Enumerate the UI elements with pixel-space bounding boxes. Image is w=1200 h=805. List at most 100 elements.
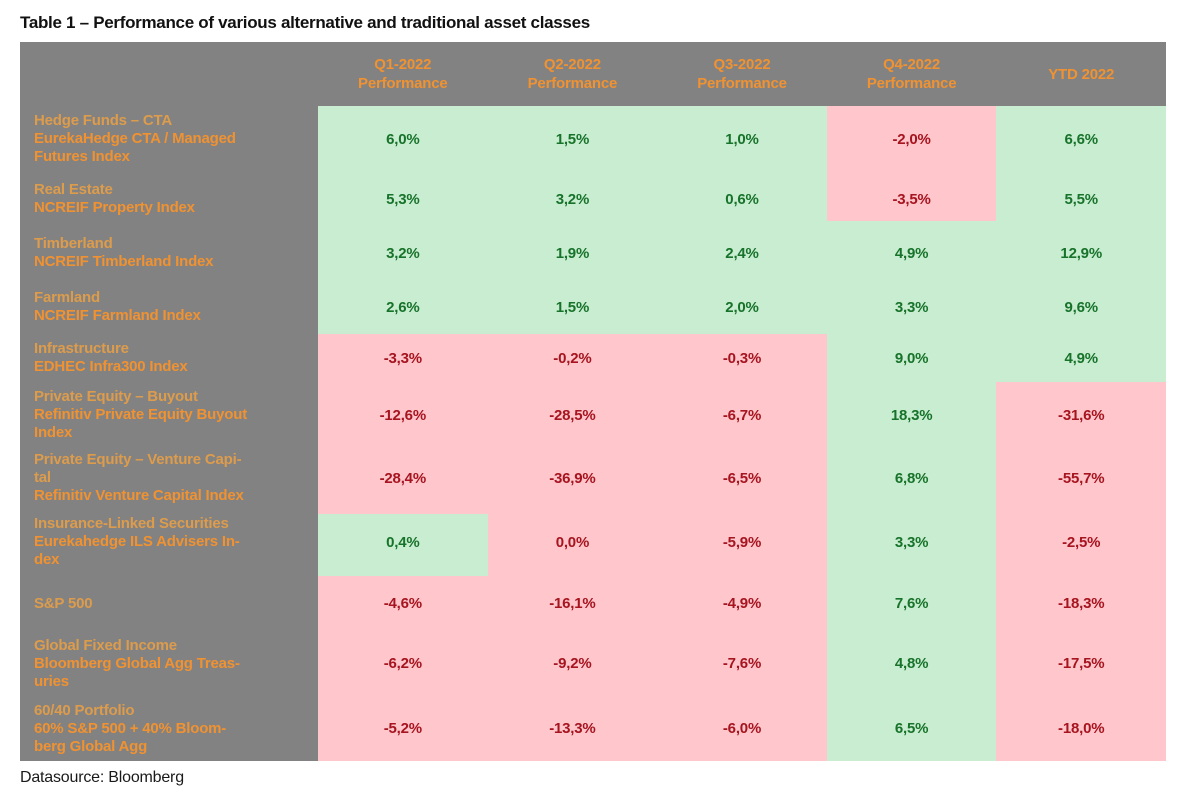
asset-class-name: Global Fixed Income [34, 636, 177, 654]
performance-cell: 1,5% [487, 106, 658, 172]
performance-cell: -6,5% [657, 448, 827, 508]
asset-row: Hedge Funds – CTA EurekaHedge CTA / Manag… [20, 106, 1166, 172]
performance-cell: -6,7% [657, 382, 827, 448]
performance-cell: -7,6% [657, 631, 827, 696]
column-header-q1: Q1-2022 Performance [318, 42, 488, 106]
asset-class-name: Hedge Funds – CTA [34, 112, 172, 129]
performance-cell: 2,0% [657, 280, 827, 334]
column-header-q3: Q3-2022 Performance [657, 42, 827, 106]
asset-label: Global Fixed Income Bloomberg Global Agg … [20, 631, 318, 696]
performance-cell: -31,6% [996, 382, 1166, 448]
performance-cell: 9,0% [826, 334, 997, 382]
asset-label: Hedge Funds – CTA EurekaHedge CTA / Manag… [20, 106, 318, 172]
asset-row: Private Equity – Buyout Refinitiv Private… [20, 382, 1166, 448]
performance-cell: 1,0% [657, 106, 827, 172]
performance-cell: 5,3% [318, 172, 488, 226]
performance-cell: -13,3% [487, 696, 658, 761]
performance-cell: 7,6% [826, 576, 997, 631]
table-header-row: Q1-2022 Performance Q2-2022 Performance … [20, 42, 1166, 106]
performance-cell: -4,9% [657, 576, 827, 631]
performance-cell: 3,3% [826, 508, 997, 576]
asset-row: S&P 500 -4,6% -16,1% -4,9% 7,6% -18,3% [20, 576, 1166, 631]
datasource-note: Datasource: Bloomberg [20, 769, 184, 786]
performance-cell: 0,6% [657, 172, 827, 226]
asset-class-name: 60/40 Portfolio [34, 701, 135, 719]
header-corner-cell [20, 42, 318, 106]
table-body: Hedge Funds – CTA EurekaHedge CTA / Manag… [20, 106, 1166, 761]
asset-label: Infrastructure EDHEC Infra300 Index [20, 334, 318, 382]
performance-cell: 5,5% [996, 172, 1166, 226]
asset-class-name: Insurance-Linked Securities [34, 515, 229, 532]
asset-class-name: Farmland [34, 289, 100, 306]
performance-cell: -4,6% [318, 576, 488, 631]
performance-cell: 4,8% [826, 631, 997, 696]
performance-cell: 1,9% [487, 226, 658, 280]
column-header-q2: Q2-2022 Performance [487, 42, 658, 106]
performance-cell: 6,8% [826, 448, 997, 508]
performance-table: Q1-2022 Performance Q2-2022 Performance … [20, 42, 1166, 761]
performance-cell: 6,6% [996, 106, 1166, 172]
performance-cell: 18,3% [826, 382, 997, 448]
asset-index-name: NCREIF Property Index [34, 199, 195, 216]
performance-cell: 6,0% [318, 106, 488, 172]
performance-cell: -16,1% [487, 576, 658, 631]
performance-cell: 2,6% [318, 280, 488, 334]
performance-cell: -6,2% [318, 631, 488, 696]
asset-label: Timberland NCREIF Timberland Index [20, 226, 318, 280]
performance-cell: 2,4% [657, 226, 827, 280]
asset-index-name: NCREIF Farmland Index [34, 307, 201, 324]
performance-cell: -28,4% [318, 448, 488, 508]
performance-cell: -2,5% [996, 508, 1166, 576]
asset-class-name: S&P 500 [34, 594, 93, 612]
asset-index-name: EurekaHedge CTA / Managed Futures Index [34, 130, 236, 165]
performance-cell: -18,0% [996, 696, 1166, 761]
asset-row: Farmland NCREIF Farmland Index 2,6% 1,5% 2,0… [20, 280, 1166, 334]
asset-row: Infrastructure EDHEC Infra300 Index -3,3% -… [20, 334, 1166, 382]
performance-cell: -9,2% [487, 631, 658, 696]
asset-label: S&P 500 [20, 576, 318, 631]
performance-cell: -55,7% [996, 448, 1166, 508]
table-title: Table 1 – Performance of various alterna… [20, 13, 590, 32]
asset-label: Farmland NCREIF Farmland Index [20, 280, 318, 334]
asset-index-name: Refinitiv Private Equity Buyout Index [34, 406, 247, 441]
performance-cell: 1,5% [487, 280, 658, 334]
asset-row: 60/40 Portfolio 60% S&P 500 + 40% Bloom- … [20, 696, 1166, 761]
performance-cell: -6,0% [657, 696, 827, 761]
performance-cell: -17,5% [996, 631, 1166, 696]
performance-cell: 0,4% [318, 508, 488, 576]
performance-cell: 3,2% [318, 226, 488, 280]
asset-row: Timberland NCREIF Timberland Index 3,2% 1,9… [20, 226, 1166, 280]
asset-label: Private Equity – Buyout Refinitiv Private… [20, 382, 318, 448]
asset-class-name: Private Equity – Venture Capi- tal [34, 451, 242, 486]
asset-row: Insurance-Linked Securities Eurekahedge I… [20, 508, 1166, 576]
asset-class-name: Private Equity – Buyout [34, 388, 198, 405]
performance-cell: 6,5% [826, 696, 997, 761]
performance-cell: 0,0% [487, 508, 658, 576]
performance-cell: 3,2% [487, 172, 658, 226]
performance-cell: -3,3% [318, 334, 488, 382]
asset-row: Private Equity – Venture Capi- tal Refini… [20, 448, 1166, 508]
performance-cell: 12,9% [996, 226, 1166, 280]
performance-cell: -12,6% [318, 382, 488, 448]
asset-index-name: NCREIF Timberland Index [34, 253, 214, 270]
asset-index-name: Refinitiv Venture Capital Index [34, 487, 244, 504]
asset-label: Private Equity – Venture Capi- tal Refini… [20, 448, 318, 508]
asset-index-name: 60% S&P 500 + 40% Bloom- berg Global Agg [34, 719, 227, 755]
column-header-q4: Q4-2022 Performance [826, 42, 997, 106]
performance-cell: -18,3% [996, 576, 1166, 631]
asset-label: 60/40 Portfolio 60% S&P 500 + 40% Bloom- … [20, 696, 318, 761]
performance-cell: -36,9% [487, 448, 658, 508]
performance-cell: 3,3% [826, 280, 997, 334]
asset-index-name: EDHEC Infra300 Index [34, 358, 188, 375]
asset-label: Insurance-Linked Securities Eurekahedge I… [20, 508, 318, 576]
asset-class-name: Timberland [34, 235, 113, 252]
asset-class-name: Real Estate [34, 181, 113, 198]
performance-cell: 4,9% [996, 334, 1166, 382]
performance-cell: 9,6% [996, 280, 1166, 334]
asset-label: Real Estate NCREIF Property Index [20, 172, 318, 226]
asset-row: Global Fixed Income Bloomberg Global Agg … [20, 631, 1166, 696]
asset-row: Real Estate NCREIF Property Index 5,3% 3,2%… [20, 172, 1166, 226]
performance-cell: -5,2% [318, 696, 488, 761]
asset-class-name: Infrastructure [34, 340, 129, 357]
